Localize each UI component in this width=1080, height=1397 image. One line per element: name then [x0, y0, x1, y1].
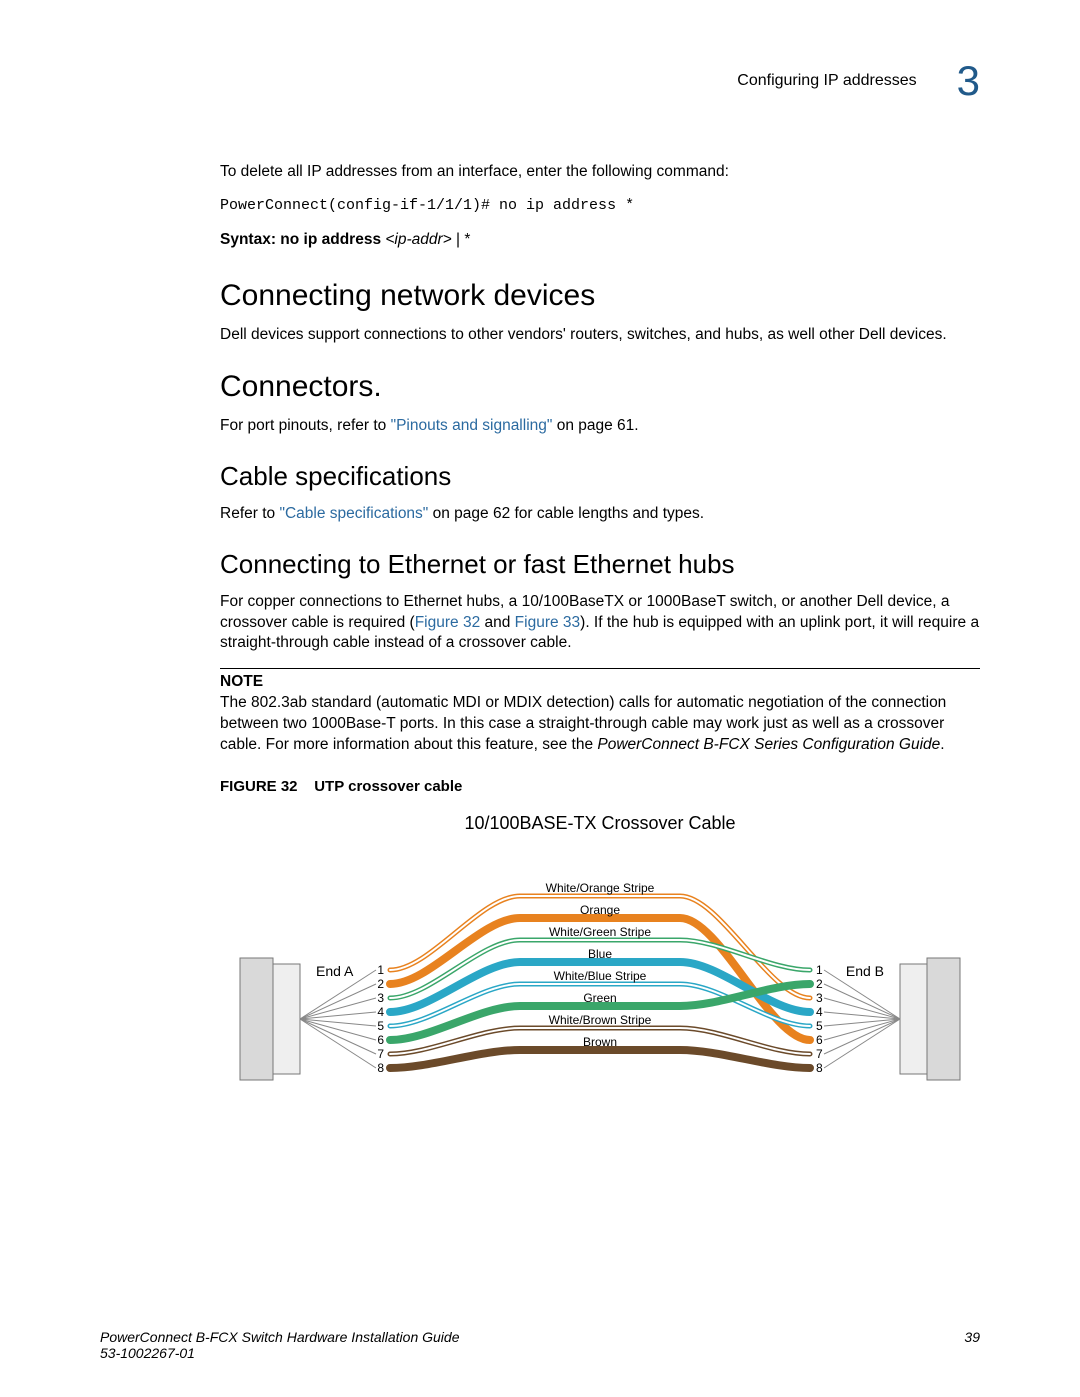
svg-text:3: 3: [816, 991, 823, 1005]
svg-text:Orange: Orange: [580, 903, 620, 917]
svg-text:White/Orange Stripe: White/Orange Stripe: [546, 881, 655, 895]
footer-left: PowerConnect B-FCX Switch Hardware Insta…: [100, 1329, 460, 1361]
note-rule: [220, 668, 980, 669]
svg-text:White/Green Stripe: White/Green Stripe: [549, 925, 651, 939]
para-connectors: For port pinouts, refer to "Pinouts and …: [220, 416, 980, 437]
note-body-italic: PowerConnect B-FCX Series Configuration …: [597, 736, 940, 753]
svg-text:3: 3: [377, 991, 384, 1005]
svg-text:7: 7: [377, 1047, 384, 1061]
para-connectors-pre: For port pinouts, refer to: [220, 417, 391, 434]
figure-caption-text: UTP crossover cable: [314, 778, 462, 795]
cable-diagram: White/Orange Stripe Orange White/Green Str…: [220, 842, 980, 1122]
svg-text:1: 1: [816, 963, 823, 977]
page-header: Configuring IP addresses 3: [220, 60, 980, 102]
heading-connectors: Connectors.: [220, 370, 980, 404]
svg-text:End A: End A: [316, 963, 354, 979]
para-ethernet-hubs: For copper connections to Ethernet hubs,…: [220, 592, 980, 655]
para-cable-spec-post: on page 62 for cable lengths and types.: [428, 505, 704, 522]
syntax-italic: <ip-addr>: [381, 231, 456, 248]
svg-text:6: 6: [816, 1033, 823, 1047]
heading-ethernet-hubs: Connecting to Ethernet or fast Ethernet …: [220, 549, 980, 580]
svg-text:7: 7: [816, 1047, 823, 1061]
svg-text:4: 4: [816, 1005, 823, 1019]
svg-text:2: 2: [377, 977, 384, 991]
syntax-tail: | *: [456, 231, 470, 248]
para-cable-spec: Refer to "Cable specifications" on page …: [220, 504, 980, 525]
link-figure-32[interactable]: Figure 32: [415, 614, 480, 631]
svg-text:Green: Green: [583, 991, 616, 1005]
para-cable-spec-pre: Refer to: [220, 505, 279, 522]
page-footer: PowerConnect B-FCX Switch Hardware Insta…: [100, 1329, 980, 1361]
link-cable-spec[interactable]: "Cable specifications": [279, 505, 428, 522]
svg-text:6: 6: [377, 1033, 384, 1047]
svg-text:5: 5: [816, 1019, 823, 1033]
figure-caption: FIGURE 32 UTP crossover cable: [220, 778, 980, 795]
header-section-title: Configuring IP addresses: [737, 72, 916, 90]
chapter-number: 3: [957, 60, 980, 102]
syntax-bold: Syntax: no ip address: [220, 231, 381, 248]
delete-ip-text: To delete all IP addresses from an inter…: [220, 162, 980, 183]
note-title: NOTE: [220, 673, 980, 691]
para-ethernet-and: and: [480, 614, 514, 631]
svg-text:1: 1: [377, 963, 384, 977]
footer-page-number: 39: [964, 1329, 980, 1361]
svg-text:Blue: Blue: [588, 947, 612, 961]
page: Configuring IP addresses 3 To delete all…: [0, 0, 1080, 1397]
note-block: NOTE The 802.3ab standard (automatic MDI…: [220, 668, 980, 756]
svg-text:Brown: Brown: [583, 1035, 617, 1049]
note-body-post: .: [940, 736, 944, 753]
syntax-line: Syntax: no ip address <ip-addr> | *: [220, 230, 980, 251]
svg-text:8: 8: [816, 1061, 823, 1075]
svg-text:8: 8: [377, 1061, 384, 1075]
heading-cable-spec: Cable specifications: [220, 461, 980, 492]
para-connecting-devices: Dell devices support connections to othe…: [220, 325, 980, 346]
svg-text:End B: End B: [846, 963, 884, 979]
command-line: PowerConnect(config-if-1/1/1)# no ip add…: [220, 197, 980, 214]
figure-title: 10/100BASE-TX Crossover Cable: [220, 813, 980, 834]
svg-text:2: 2: [816, 977, 823, 991]
figure-label: FIGURE 32: [220, 778, 298, 795]
link-pinouts[interactable]: "Pinouts and signalling": [391, 417, 553, 434]
para-connectors-post: on page 61.: [552, 417, 638, 434]
link-figure-33[interactable]: Figure 33: [515, 614, 580, 631]
svg-text:4: 4: [377, 1005, 384, 1019]
heading-connecting-devices: Connecting network devices: [220, 279, 980, 313]
svg-text:White/Brown Stripe: White/Brown Stripe: [549, 1013, 652, 1027]
svg-text:White/Blue Stripe: White/Blue Stripe: [554, 969, 647, 983]
svg-text:5: 5: [377, 1019, 384, 1033]
note-body: The 802.3ab standard (automatic MDI or M…: [220, 693, 980, 756]
